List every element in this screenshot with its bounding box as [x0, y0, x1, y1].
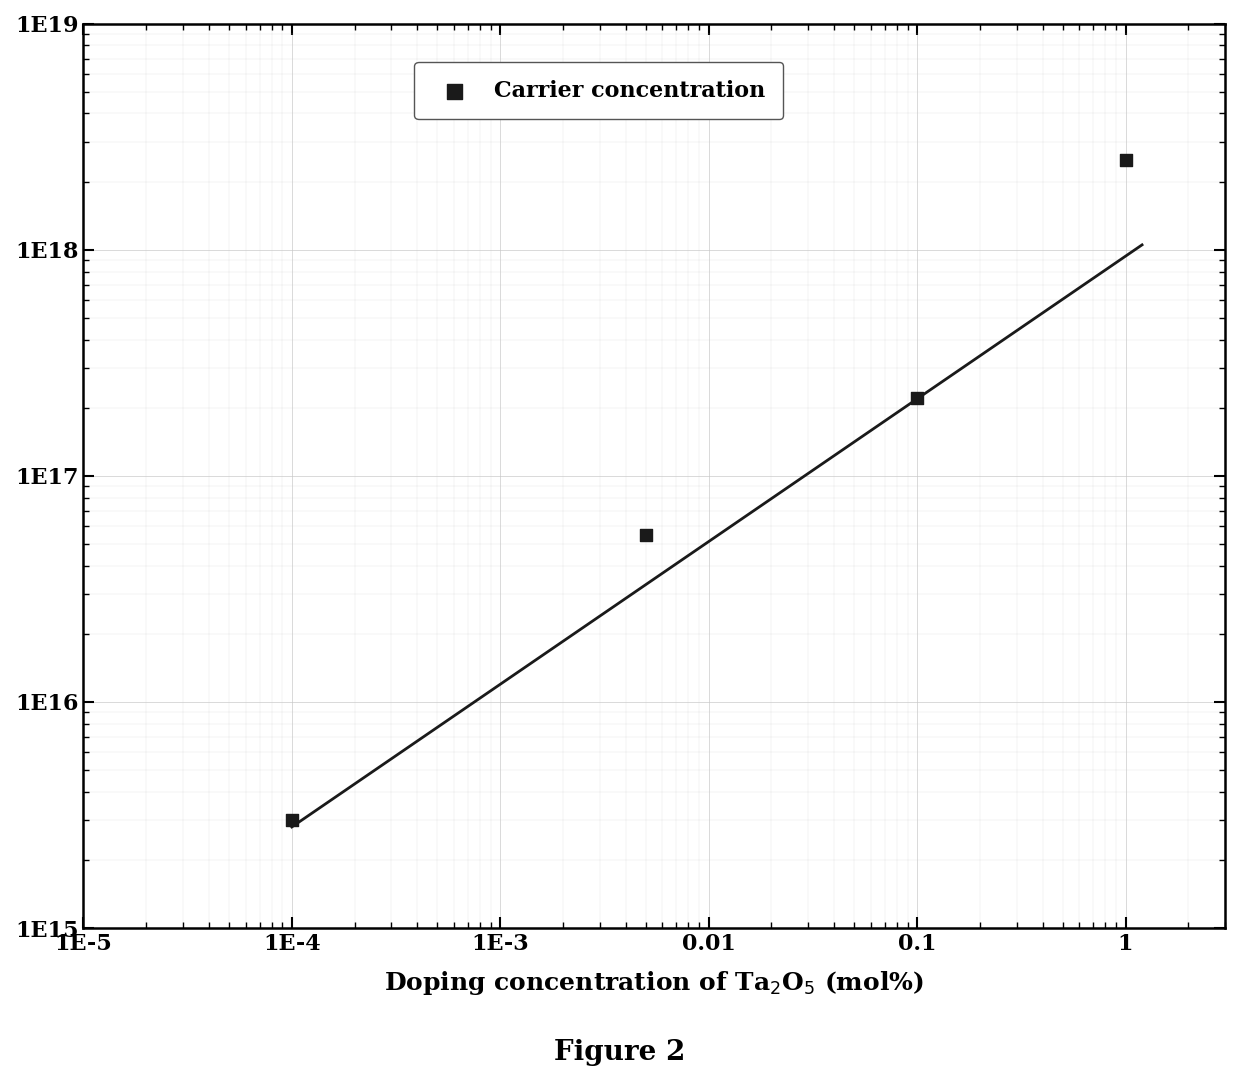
X-axis label: Doping concentration of Ta$_2$O$_5$ (mol%): Doping concentration of Ta$_2$O$_5$ (mol…	[384, 968, 924, 997]
Text: Figure 2: Figure 2	[554, 1039, 686, 1066]
Carrier concentration	[1116, 151, 1136, 169]
Carrier concentration	[281, 812, 301, 829]
Carrier concentration	[636, 526, 656, 543]
Legend: Carrier concentration: Carrier concentration	[414, 62, 784, 120]
Carrier concentration	[908, 390, 928, 407]
